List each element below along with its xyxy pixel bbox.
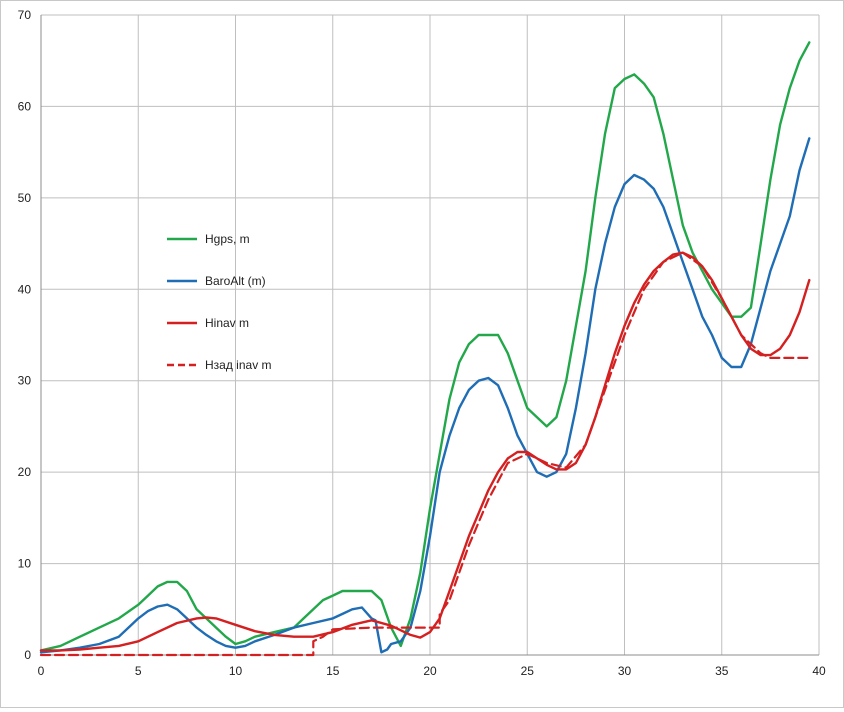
x-tick-label: 35 xyxy=(715,664,729,678)
series-lines xyxy=(39,41,811,657)
legend-label: Нзад inav m xyxy=(205,358,272,372)
y-tick-label: 20 xyxy=(18,465,32,479)
x-tick-label: 0 xyxy=(38,664,45,678)
x-tick-label: 5 xyxy=(135,664,142,678)
y-tick-label: 70 xyxy=(18,8,32,22)
y-tick-label: 40 xyxy=(18,282,32,296)
y-tick-label: 60 xyxy=(18,99,32,113)
grid-lines xyxy=(40,14,820,656)
x-tick-label: 25 xyxy=(521,664,535,678)
x-tick-label: 30 xyxy=(618,664,632,678)
legend: Hgps, m BaroAlt (m) Hinav m Нзад inav m xyxy=(167,232,272,372)
x-tick-label: 10 xyxy=(229,664,243,678)
x-tick-label: 40 xyxy=(812,664,826,678)
y-tick-label: 30 xyxy=(18,374,32,388)
y-tick-label: 10 xyxy=(18,557,32,571)
series-line-3 xyxy=(39,251,811,652)
axes: 0 5 10 15 20 25 30 35 40 0 10 20 30 40 50 60 70 xyxy=(18,8,826,678)
series-line-2 xyxy=(39,137,811,654)
y-tick-label: 0 xyxy=(24,648,31,662)
series-line-4 xyxy=(39,251,811,657)
legend-label: Hgps, m xyxy=(205,232,250,246)
y-tick-label: 50 xyxy=(18,191,32,205)
legend-label: Hinav m xyxy=(205,316,249,330)
x-tick-label: 15 xyxy=(326,664,340,678)
legend-label: BaroAlt (m) xyxy=(205,274,266,288)
x-tick-label: 20 xyxy=(423,664,437,678)
